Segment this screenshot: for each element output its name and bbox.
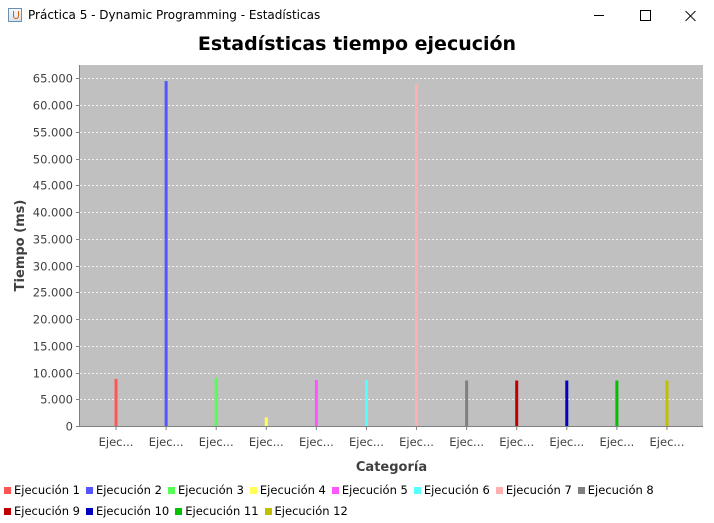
legend-item: Ejecución 4 — [249, 483, 326, 497]
y-tick-label: 25.000 — [33, 286, 73, 300]
x-tick-label: Ejec... — [99, 435, 134, 449]
bar — [615, 380, 619, 426]
legend-swatch — [167, 486, 175, 494]
x-axis-label: Categoría — [356, 460, 427, 475]
legend-item: Ejecución 2 — [85, 483, 162, 497]
y-tick-label: 50.000 — [33, 153, 73, 167]
legend-label: Ejecución 11 — [185, 504, 259, 518]
y-tick-label: 55.000 — [33, 126, 73, 140]
window-title: Práctica 5 - Dynamic Programming - Estad… — [28, 8, 321, 22]
y-tick-label: 30.000 — [33, 260, 73, 274]
bar — [465, 380, 469, 426]
bar — [314, 380, 318, 426]
y-tick-label: 0 — [66, 420, 73, 434]
legend-item: Ejecución 3 — [167, 483, 244, 497]
y-tick-label: 60.000 — [33, 99, 73, 113]
legend-row: Ejecución 1 Ejecución 2 Ejecución 3 Ejecuci… — [4, 483, 660, 497]
y-tick-label: 10.000 — [33, 367, 73, 381]
x-tick-label: Ejec... — [449, 435, 484, 449]
x-tick-label: Ejec... — [299, 435, 334, 449]
bar — [565, 380, 569, 426]
legend-label: Ejecución 4 — [259, 483, 326, 497]
legend-label: Ejecución 7 — [505, 483, 572, 497]
y-axis-label: Tiempo (ms) — [13, 200, 28, 292]
y-tick-label: 45.000 — [33, 179, 73, 193]
legend-item: Ejecución 6 — [413, 483, 490, 497]
legend-label: Ejecución 1 — [14, 483, 80, 497]
x-tick-label: Ejec... — [399, 435, 434, 449]
x-tick-label: Ejec... — [499, 435, 534, 449]
chart-title: Estadísticas tiempo ejecución — [197, 33, 517, 55]
legend-swatch — [4, 507, 11, 515]
y-tick-label: 15.000 — [33, 340, 73, 354]
x-tick-label: Ejec... — [599, 435, 634, 449]
x-tick-label: Ejec... — [549, 435, 584, 449]
minimize-icon — [594, 15, 604, 16]
bar — [214, 377, 218, 426]
legend-swatch — [85, 507, 93, 515]
legend-row: Ejecución 9 Ejecución 10 Ejecución 11 Ejecu… — [4, 504, 354, 518]
bar — [264, 417, 268, 426]
legend-label: Ejecución 5 — [341, 483, 408, 497]
bar — [364, 380, 368, 426]
bar — [415, 83, 419, 427]
bar — [164, 81, 168, 427]
legend-item: Ejecución 1 — [4, 483, 80, 497]
legend-swatch — [577, 486, 585, 494]
x-tick-label: Ejec... — [650, 435, 685, 449]
x-tick-label: Ejec... — [249, 435, 284, 449]
legend-label: Ejecución 12 — [274, 504, 348, 518]
legend-item: Ejecución 11 — [175, 504, 259, 518]
y-tick-label: 65.000 — [33, 72, 73, 86]
legend-swatch — [495, 486, 503, 494]
java-cup-icon — [8, 8, 22, 22]
legend-item: Ejecución 10 — [85, 504, 170, 518]
x-tick-label: Ejec... — [149, 435, 184, 449]
legend-label: Ejecución 10 — [95, 504, 170, 518]
legend-swatch — [249, 486, 257, 494]
window-titlebar: Práctica 5 - Dynamic Programming - Estad… — [0, 0, 714, 31]
legend-item: Ejecución 7 — [495, 483, 572, 497]
legend-swatch — [85, 486, 93, 494]
y-tick-label: 5.000 — [40, 393, 73, 407]
legend-label: Ejecución 6 — [423, 483, 490, 497]
x-tick-label: Ejec... — [199, 435, 234, 449]
x-tick-label: Ejec... — [349, 435, 384, 449]
bar — [665, 380, 669, 426]
y-tick-label: 20.000 — [33, 313, 73, 327]
legend-item: Ejecución 5 — [331, 483, 408, 497]
bar — [114, 378, 118, 426]
legend-label: Ejecución 8 — [587, 483, 654, 497]
legend-label: Ejecución 2 — [95, 483, 162, 497]
legend-swatch — [264, 507, 272, 515]
maximize-icon — [639, 10, 651, 21]
legend-swatch — [175, 507, 183, 515]
legend-swatch — [413, 486, 421, 494]
legend-item: Ejecución 9 — [4, 504, 80, 518]
bar — [515, 380, 519, 426]
legend-item: Ejecución 12 — [264, 504, 348, 518]
maximize-button[interactable] — [622, 0, 668, 31]
legend-swatch — [4, 486, 11, 494]
legend-item: Ejecución 8 — [577, 483, 654, 497]
legend-swatch — [331, 486, 339, 494]
y-tick-label: 35.000 — [33, 233, 73, 247]
plot-area — [80, 65, 703, 426]
legend-label: Ejecución 3 — [177, 483, 244, 497]
minimize-button[interactable] — [576, 0, 622, 31]
y-tick-label: 40.000 — [33, 206, 73, 220]
legend-label: Ejecución 9 — [14, 504, 80, 518]
